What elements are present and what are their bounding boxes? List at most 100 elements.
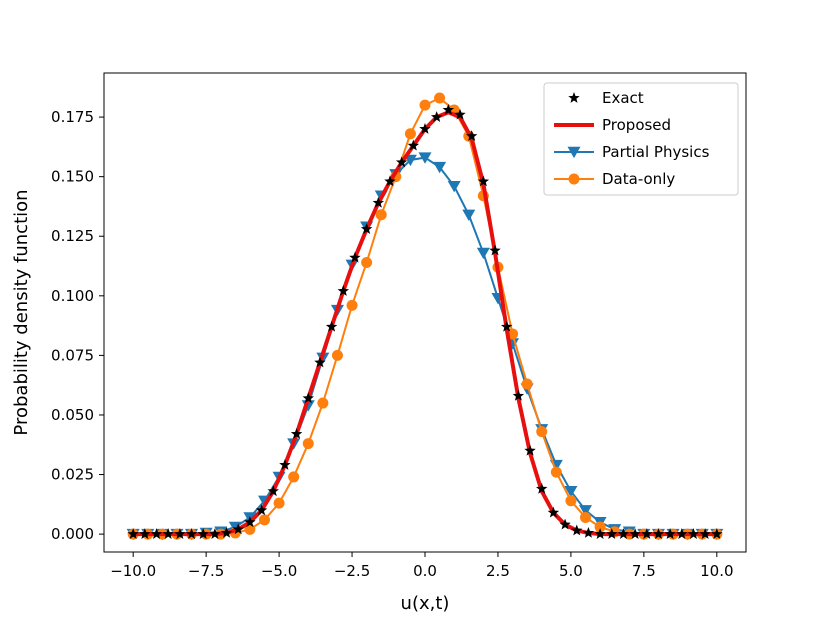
legend-entry-proposed: Proposed	[554, 116, 671, 134]
legend-handle-exact	[568, 92, 580, 103]
data-point-exact	[582, 526, 595, 538]
data-point-data-only	[419, 99, 431, 111]
legend-label-data-only: Data-only	[602, 170, 675, 188]
data-point-partial-physics	[579, 505, 592, 517]
data-point-exact	[571, 524, 583, 536]
axes-layer: −10.0 −7.5 −5.0 −2.5 0.0 2.5 5.0 7.5 10.0 0.000 0.…	[11, 72, 747, 614]
y-tick-label: 0.050	[51, 406, 94, 424]
y-tick-label: 0.000	[51, 525, 94, 543]
data-point-exact	[209, 528, 221, 539]
data-point-exact	[547, 506, 560, 518]
data-point-exact	[139, 528, 151, 539]
data-point-exact	[617, 528, 630, 539]
data-point-data-only	[521, 378, 533, 390]
data-point-data-only	[594, 521, 606, 533]
data-point-exact	[629, 528, 641, 539]
legend-box	[543, 82, 739, 196]
data-point-data-only	[580, 511, 591, 523]
data-point-exact	[337, 285, 349, 296]
data-point-exact	[314, 356, 326, 368]
data-point-exact	[174, 528, 186, 539]
data-point-exact	[536, 482, 548, 494]
y-axis-label: Probability density function	[11, 189, 32, 435]
legend: Exact Proposed Partial Physics Data-only	[543, 82, 739, 196]
data-point-exact	[641, 528, 653, 539]
data-point-exact	[360, 223, 373, 234]
plot-series-group	[126, 92, 724, 541]
data-point-exact	[349, 251, 361, 263]
legend-label-proposed: Proposed	[602, 116, 671, 134]
x-tick-label: 7.5	[632, 562, 656, 580]
data-point-exact	[384, 175, 396, 187]
x-tick-label: −7.5	[188, 562, 224, 580]
data-point-data-only	[259, 514, 270, 526]
legend-entry-partial-physics: Partial Physics	[554, 143, 710, 161]
data-point-exact	[419, 123, 431, 134]
data-point-data-only	[244, 523, 256, 535]
data-point-exact	[687, 528, 700, 539]
x-tick-label: −2.5	[334, 562, 370, 580]
data-point-exact	[559, 518, 571, 530]
data-point-exact	[465, 130, 478, 142]
data-point-exact	[372, 196, 385, 208]
data-point-exact	[454, 108, 466, 120]
data-point-exact	[302, 392, 314, 404]
data-point-exact	[267, 485, 279, 497]
data-point-partial-physics	[462, 209, 476, 221]
data-point-exact	[290, 428, 303, 439]
data-point-partial-physics	[418, 152, 432, 164]
data-point-exact	[127, 528, 139, 539]
data-point-exact	[255, 504, 268, 516]
data-point-exact	[524, 444, 536, 456]
data-point-exact	[150, 528, 163, 539]
legend-label-partial-physics: Partial Physics	[602, 143, 710, 161]
data-point-exact	[220, 526, 233, 538]
data-point-partial-physics	[476, 247, 490, 260]
plot-layer	[126, 92, 724, 541]
data-point-partial-physics	[433, 161, 447, 174]
x-axis-label: u(x,t)	[401, 593, 450, 614]
data-point-data-only	[536, 426, 548, 438]
data-point-partial-physics	[447, 180, 461, 193]
data-point-exact	[185, 528, 198, 539]
data-point-exact	[594, 528, 606, 539]
data-point-exact	[652, 528, 665, 539]
data-point-exact	[407, 139, 420, 151]
data-point-data-only	[302, 438, 314, 450]
data-point-exact	[606, 528, 618, 539]
x-tick-label: −5.0	[261, 562, 297, 580]
legend-marker-partial-physics	[567, 146, 581, 159]
data-point-exact	[197, 528, 209, 539]
data-point-data-only	[361, 256, 373, 268]
data-point-exact	[232, 523, 244, 535]
data-point-exact	[664, 528, 676, 539]
data-point-exact	[676, 528, 688, 539]
y-tick-label: 0.025	[51, 466, 94, 484]
y-tick-label: 0.175	[51, 108, 94, 126]
data-point-exact	[501, 320, 513, 332]
x-tick-label: 5.0	[559, 562, 583, 580]
legend-entry-exact: Exact	[568, 89, 644, 107]
data-point-data-only	[273, 497, 285, 509]
data-point-exact	[477, 175, 490, 187]
x-tick-label: 2.5	[486, 562, 510, 580]
data-point-exact	[489, 244, 501, 256]
legend-marker-data-only	[568, 173, 580, 185]
x-tick-label: 10.0	[700, 562, 733, 580]
data-point-exact	[711, 528, 723, 539]
series-exact	[127, 103, 723, 539]
data-point-data-only	[434, 92, 446, 104]
x-tick-label: −10.0	[110, 562, 156, 580]
data-point-data-only	[331, 349, 343, 361]
y-tick-label: 0.150	[51, 168, 94, 186]
data-point-exact	[699, 528, 711, 539]
data-point-partial-physics	[564, 486, 578, 498]
data-point-data-only	[317, 397, 329, 409]
legend-label-exact: Exact	[602, 89, 644, 107]
data-point-exact	[442, 103, 455, 115]
data-point-data-only	[565, 495, 577, 507]
data-point-data-only	[550, 466, 562, 478]
data-point-data-only	[404, 128, 416, 140]
data-point-exact	[512, 389, 525, 401]
